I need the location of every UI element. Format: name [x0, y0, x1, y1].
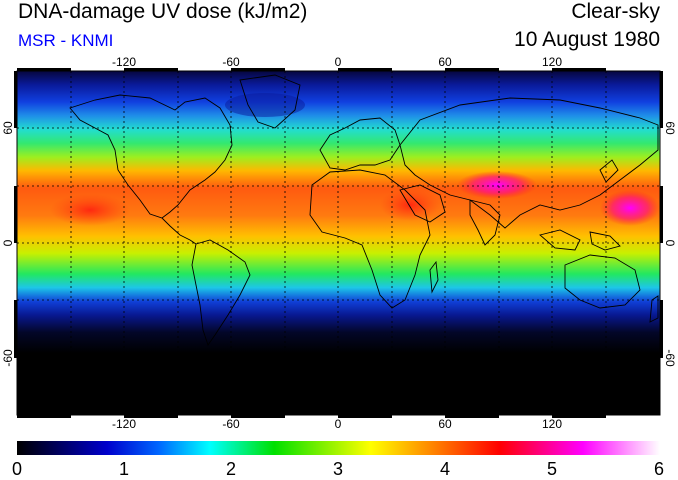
arabia-warm	[380, 189, 440, 221]
lat-tick-right: 60	[663, 121, 677, 135]
lon-tick-top: 0	[335, 55, 342, 69]
map-date: 10 August 1980	[514, 28, 660, 51]
pacific-hotspot	[600, 190, 660, 226]
lon-tick-bottom: -60	[222, 417, 240, 431]
lon-tick-top: 120	[542, 55, 562, 69]
lon-tick-top: 60	[438, 55, 452, 69]
colorbar-label: 3	[332, 459, 344, 479]
colorbar-label: 2	[225, 459, 237, 479]
sky-condition: Clear-sky	[571, 0, 660, 23]
coastlines	[17, 74, 660, 396]
lon-tick-bottom: -120	[112, 417, 136, 431]
lon-tick-bottom: 0	[335, 417, 342, 431]
pacific-warm	[50, 194, 130, 226]
tibet-hotspot	[457, 171, 537, 199]
lat-tick-right: 0	[663, 240, 677, 247]
greenland-cool	[225, 93, 305, 117]
graticule	[17, 71, 660, 415]
map-title: DNA-damage UV dose (kJ/m2)	[18, 0, 308, 23]
colorbar-label: 4	[439, 459, 451, 479]
colorbar	[17, 441, 660, 455]
lat-tick-left: 60	[1, 121, 15, 135]
lon-tick-top: -120	[112, 55, 136, 69]
lon-tick-top: -60	[222, 55, 240, 69]
lat-tick-left: -60	[1, 349, 15, 367]
lon-tick-bottom: 120	[542, 417, 562, 431]
lat-tick-right: -60	[663, 349, 677, 367]
colorbar-label: 5	[546, 459, 558, 479]
map-source: MSR - KNMI	[18, 31, 114, 50]
colorbar-label: 0	[11, 459, 23, 479]
colorbar-label: 6	[653, 459, 665, 479]
frame-ticks	[14, 68, 663, 418]
lon-tick-bottom: 60	[438, 417, 452, 431]
colorbar-label: 1	[118, 459, 130, 479]
lat-tick-left: 0	[1, 239, 15, 246]
